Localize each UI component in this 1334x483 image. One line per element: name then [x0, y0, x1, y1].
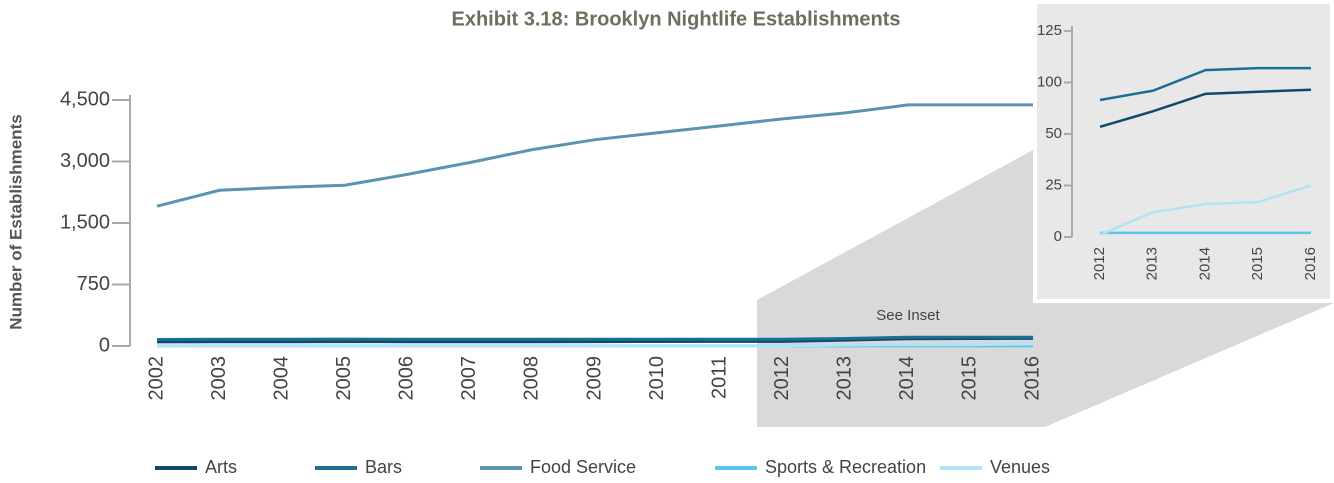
y-tick-label: 100 — [1037, 73, 1062, 90]
y-tick-label: 4,500 — [60, 88, 110, 110]
legend-label: Arts — [205, 457, 237, 477]
y-tick-label: 1,500 — [60, 211, 110, 233]
series-line — [157, 342, 1034, 348]
x-tick-label: 2005 — [333, 356, 355, 401]
y-tick-label: 25 — [1045, 176, 1062, 193]
x-tick-label: 2015 — [959, 356, 981, 401]
x-tick-label: 2004 — [270, 356, 292, 401]
x-tick-label: 2003 — [208, 356, 230, 401]
x-tick-label: 2006 — [396, 356, 418, 401]
annotation: See Inset — [876, 307, 940, 324]
y-tick-label: 3,000 — [60, 150, 110, 172]
x-tick-label: 2007 — [458, 356, 480, 401]
y-tick-label: 750 — [77, 273, 110, 295]
legend-label: Food Service — [530, 457, 636, 477]
x-tick-label: 2016 — [1302, 247, 1319, 280]
series-line — [1099, 88, 1312, 128]
x-tick-label: 2016 — [1021, 356, 1043, 401]
legend-label: Sports & Recreation — [765, 457, 926, 477]
series-line — [156, 103, 1033, 208]
series-line — [1099, 184, 1312, 237]
y-tick-label: 50 — [1045, 125, 1062, 142]
y-tick-label: 0 — [1054, 228, 1062, 245]
y-tick-label: 125 — [1037, 22, 1062, 39]
x-tick-label: 2011 — [708, 356, 730, 399]
x-tick-label: 2008 — [521, 356, 543, 401]
y-axis-title: Number of Establishments — [6, 114, 25, 329]
x-tick-label: 2014 — [1196, 247, 1213, 280]
x-tick-label: 2013 — [834, 356, 856, 401]
inset-shade — [757, 150, 1334, 427]
x-tick-label: 2012 — [771, 356, 793, 401]
inset-frame — [1033, 0, 1334, 303]
x-tick-label: 2014 — [896, 356, 918, 401]
y-tick-label: 0 — [99, 334, 110, 356]
series-line — [156, 335, 1033, 341]
x-tick-label: 2015 — [1249, 247, 1266, 280]
x-tick-label: 2013 — [1144, 247, 1161, 280]
chart-title: Exhibit 3.18: Brooklyn Nightlife Establi… — [452, 8, 901, 30]
legend-label: Bars — [365, 457, 402, 477]
x-tick-label: 2002 — [145, 356, 167, 401]
series-line — [1099, 66, 1311, 102]
legend-label: Venues — [990, 457, 1050, 477]
x-tick-label: 2009 — [583, 356, 605, 401]
x-tick-label: 2010 — [646, 356, 668, 401]
x-tick-label: 2012 — [1091, 247, 1108, 280]
